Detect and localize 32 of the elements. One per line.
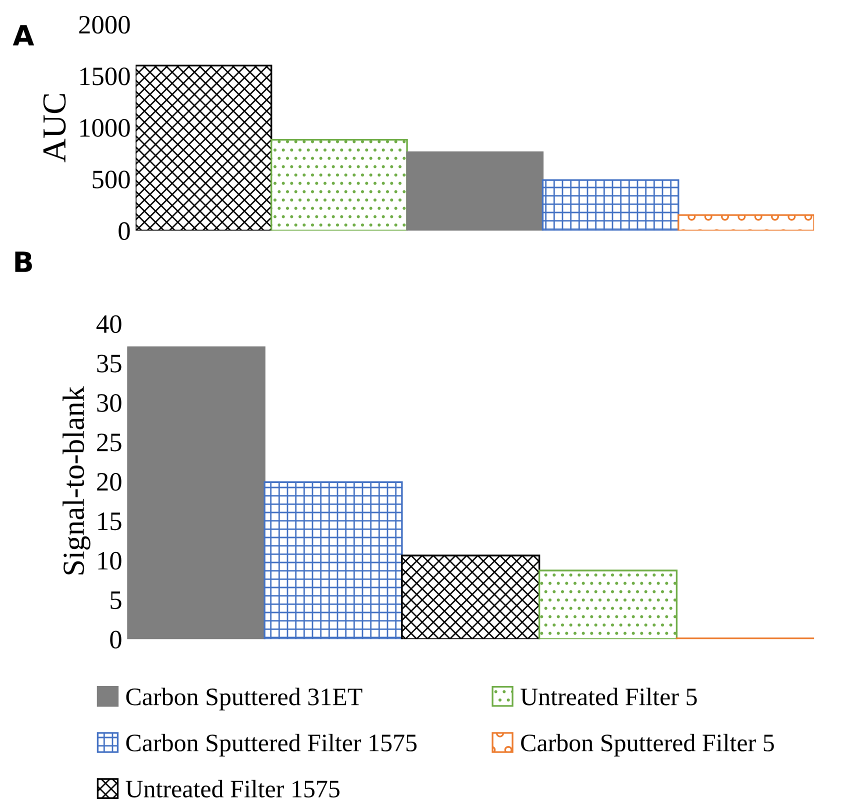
y-tick-label: 25 <box>97 434 122 452</box>
bar <box>406 151 544 231</box>
y-tick-label: 15 <box>98 512 122 530</box>
y-tick-label: 2000 <box>79 16 130 34</box>
bar <box>136 64 272 231</box>
bar <box>678 214 814 231</box>
legend-label: Untreated Filter 1575 <box>126 780 340 798</box>
y-tick-label: 35 <box>97 354 122 372</box>
text: B <box>15 252 32 272</box>
y-tick-label: 1500 <box>80 67 130 86</box>
legend-label: Carbon Sputtered Filter 1575 <box>126 734 417 756</box>
y-tick-label: 20 <box>97 472 122 491</box>
y-axis-title: Signal-to-blank <box>62 386 90 574</box>
annotation: A <box>12 25 34 46</box>
legend-label: Untreated Filter 5 <box>520 688 697 706</box>
legend-label: Carbon Sputtered 31ET <box>126 688 362 710</box>
y-tick-label: 0 <box>118 222 130 240</box>
y-tick-label: 5 <box>110 592 122 610</box>
bar <box>542 179 680 231</box>
y-tick-label: 500 <box>92 170 130 188</box>
bar <box>538 570 678 640</box>
bar <box>127 346 266 640</box>
y-axis-title: AUC <box>43 94 66 162</box>
bar <box>264 481 403 640</box>
y-tick-label: 40 <box>96 315 122 334</box>
y-tick-label: 10 <box>98 552 122 570</box>
bar <box>270 138 408 231</box>
y-tick-label: 1000 <box>80 119 130 137</box>
y-tick-label: 30 <box>97 394 122 412</box>
bar <box>401 554 540 640</box>
legend-label: Carbon Sputtered Filter 5 <box>521 734 774 756</box>
y-tick-label: 0 <box>110 630 122 649</box>
